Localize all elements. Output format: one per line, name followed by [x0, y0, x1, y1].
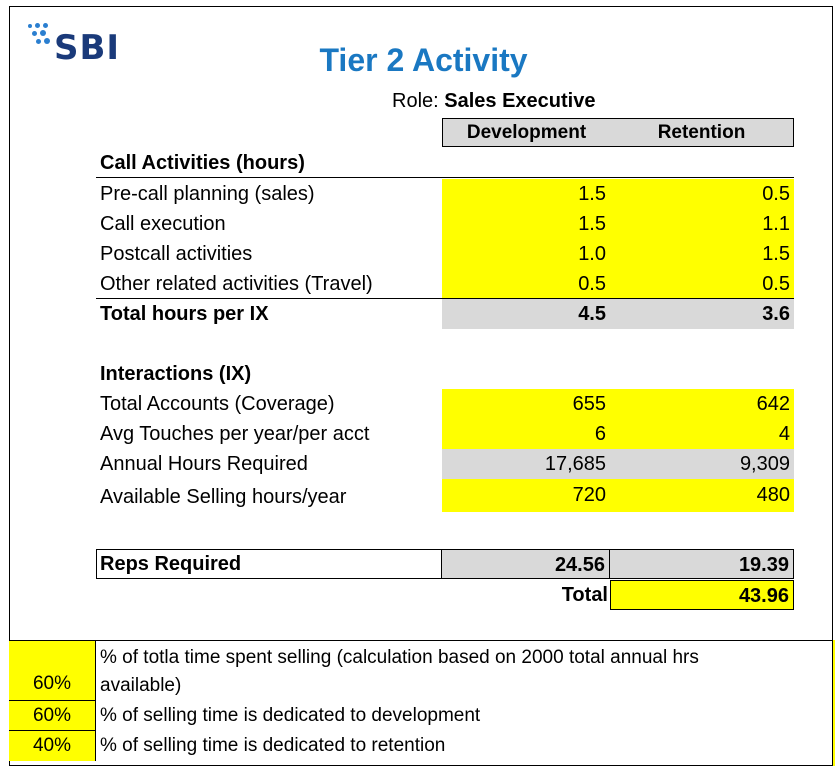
- total-hours-dev[interactable]: 4.5: [442, 299, 610, 329]
- cell-ret[interactable]: 1.5: [610, 239, 794, 269]
- note-development: % of selling time is dedicated to develo…: [100, 705, 481, 726]
- cell-dev[interactable]: 0.5: [442, 269, 610, 299]
- logo-dot: [35, 23, 40, 28]
- cell-ret[interactable]: 4: [610, 419, 794, 449]
- note-selling-time-line1: % of totla time spent selling (calculati…: [100, 647, 699, 668]
- logo-dot: [43, 23, 48, 28]
- page-title: Tier 2 Activity: [319, 42, 528, 78]
- spreadsheet-sheet: [9, 6, 833, 766]
- row-label: Pre-call planning (sales): [100, 183, 315, 205]
- section-heading-interactions: Interactions (IX): [100, 363, 252, 385]
- cell-ret[interactable]: 642: [610, 389, 794, 419]
- cell-dev[interactable]: 1.0: [442, 239, 610, 269]
- cell-ret[interactable]: 0.5: [610, 179, 794, 209]
- logo-dot: [36, 39, 41, 44]
- pct-retention[interactable]: 40%: [9, 731, 96, 761]
- reps-label-box: [96, 549, 442, 579]
- row-label: Other related activities (Travel): [100, 273, 373, 295]
- row-label: Call execution: [100, 213, 226, 235]
- cell-dev[interactable]: 6: [442, 419, 610, 449]
- total-label: Total: [561, 584, 608, 606]
- row-label: Total Accounts (Coverage): [100, 393, 335, 415]
- notes-section: [9, 640, 833, 767]
- cell-ret[interactable]: 0.5: [610, 269, 794, 299]
- cell-dev[interactable]: 1.5: [442, 209, 610, 239]
- sbi-logo: SBI: [20, 18, 140, 78]
- reps-required-dev[interactable]: 24.56: [442, 549, 610, 579]
- pct-selling-time[interactable]: 60%: [9, 641, 96, 700]
- logo-dot: [28, 24, 32, 28]
- cell-ret[interactable]: 1.1: [610, 209, 794, 239]
- logo-dot: [44, 38, 50, 44]
- divider: [96, 298, 794, 299]
- pct-development[interactable]: 60%: [9, 701, 96, 730]
- row-label: Available Selling hours/year: [100, 486, 347, 508]
- cell-ret[interactable]: 480: [610, 479, 794, 512]
- note-retention: % of selling time is dedicated to retent…: [100, 735, 446, 756]
- divider: [96, 177, 794, 178]
- cell-dev[interactable]: 17,685: [442, 449, 610, 479]
- cell-ret[interactable]: 9,309: [610, 449, 794, 479]
- row-label: Postcall activities: [100, 243, 253, 265]
- total-hours-label: Total hours per IX: [100, 303, 269, 325]
- logo-text: SBI: [54, 28, 121, 68]
- role-label: Role:: [392, 90, 439, 112]
- reps-required-label: Reps Required: [100, 553, 242, 575]
- note-selling-time-line2: available): [100, 675, 182, 696]
- section-heading-call-activities: Call Activities (hours): [100, 152, 305, 174]
- column-header-retention: Retention: [610, 118, 794, 147]
- cell-dev[interactable]: 720: [442, 479, 610, 512]
- notes-right-edge: [833, 640, 835, 766]
- cell-dev[interactable]: 1.5: [442, 179, 610, 209]
- column-header-development: Development: [442, 118, 611, 147]
- role-value: Sales Executive: [444, 90, 596, 112]
- logo-dot: [40, 30, 46, 36]
- row-label: Avg Touches per year/per acct: [100, 423, 370, 445]
- reps-required-ret[interactable]: 19.39: [610, 549, 794, 579]
- divider: [9, 700, 96, 701]
- row-label: Annual Hours Required: [100, 453, 308, 475]
- total-hours-ret[interactable]: 3.6: [610, 299, 794, 329]
- logo-dot: [32, 31, 37, 36]
- total-value[interactable]: 43.96: [610, 580, 794, 610]
- role-line: Role: Sales Executive: [392, 90, 595, 113]
- cell-dev[interactable]: 655: [442, 389, 610, 419]
- divider: [9, 730, 96, 731]
